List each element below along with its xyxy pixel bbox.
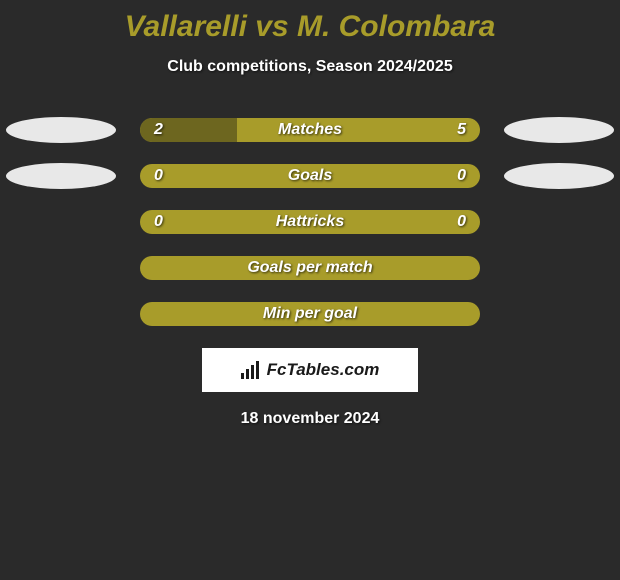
brand-text: FcTables.com — [267, 360, 380, 380]
oval-left — [6, 163, 116, 189]
stat-value-right: 0 — [457, 210, 466, 234]
bar-track: Min per goal — [140, 302, 480, 326]
stat-label: Min per goal — [140, 302, 480, 326]
stat-value-right: 0 — [457, 164, 466, 188]
bar-track: 0 Goals 0 — [140, 164, 480, 188]
stat-row-matches: 2 Matches 5 — [0, 118, 620, 142]
stat-row-hattricks: 0 Hattricks 0 — [0, 210, 620, 234]
bar-track: Goals per match — [140, 256, 480, 280]
bar-track: 0 Hattricks 0 — [140, 210, 480, 234]
stat-value-right: 5 — [457, 118, 466, 142]
page-title: Vallarelli vs M. Colombara — [0, 0, 620, 44]
oval-right — [504, 163, 614, 189]
oval-left — [6, 117, 116, 143]
stat-row-mpg: Min per goal — [0, 302, 620, 326]
page-subtitle: Club competitions, Season 2024/2025 — [0, 58, 620, 76]
footer-date: 18 november 2024 — [0, 410, 620, 428]
stat-label: Goals per match — [140, 256, 480, 280]
chart-icon — [241, 361, 261, 379]
oval-right — [504, 117, 614, 143]
stat-row-goals: 0 Goals 0 — [0, 164, 620, 188]
stat-label: Matches — [140, 118, 480, 142]
stats-block: 2 Matches 5 0 Goals 0 0 Hattricks 0 G — [0, 118, 620, 326]
stat-row-gpm: Goals per match — [0, 256, 620, 280]
brand-logo: FcTables.com — [202, 348, 418, 392]
stat-label: Hattricks — [140, 210, 480, 234]
bar-track: 2 Matches 5 — [140, 118, 480, 142]
stat-label: Goals — [140, 164, 480, 188]
